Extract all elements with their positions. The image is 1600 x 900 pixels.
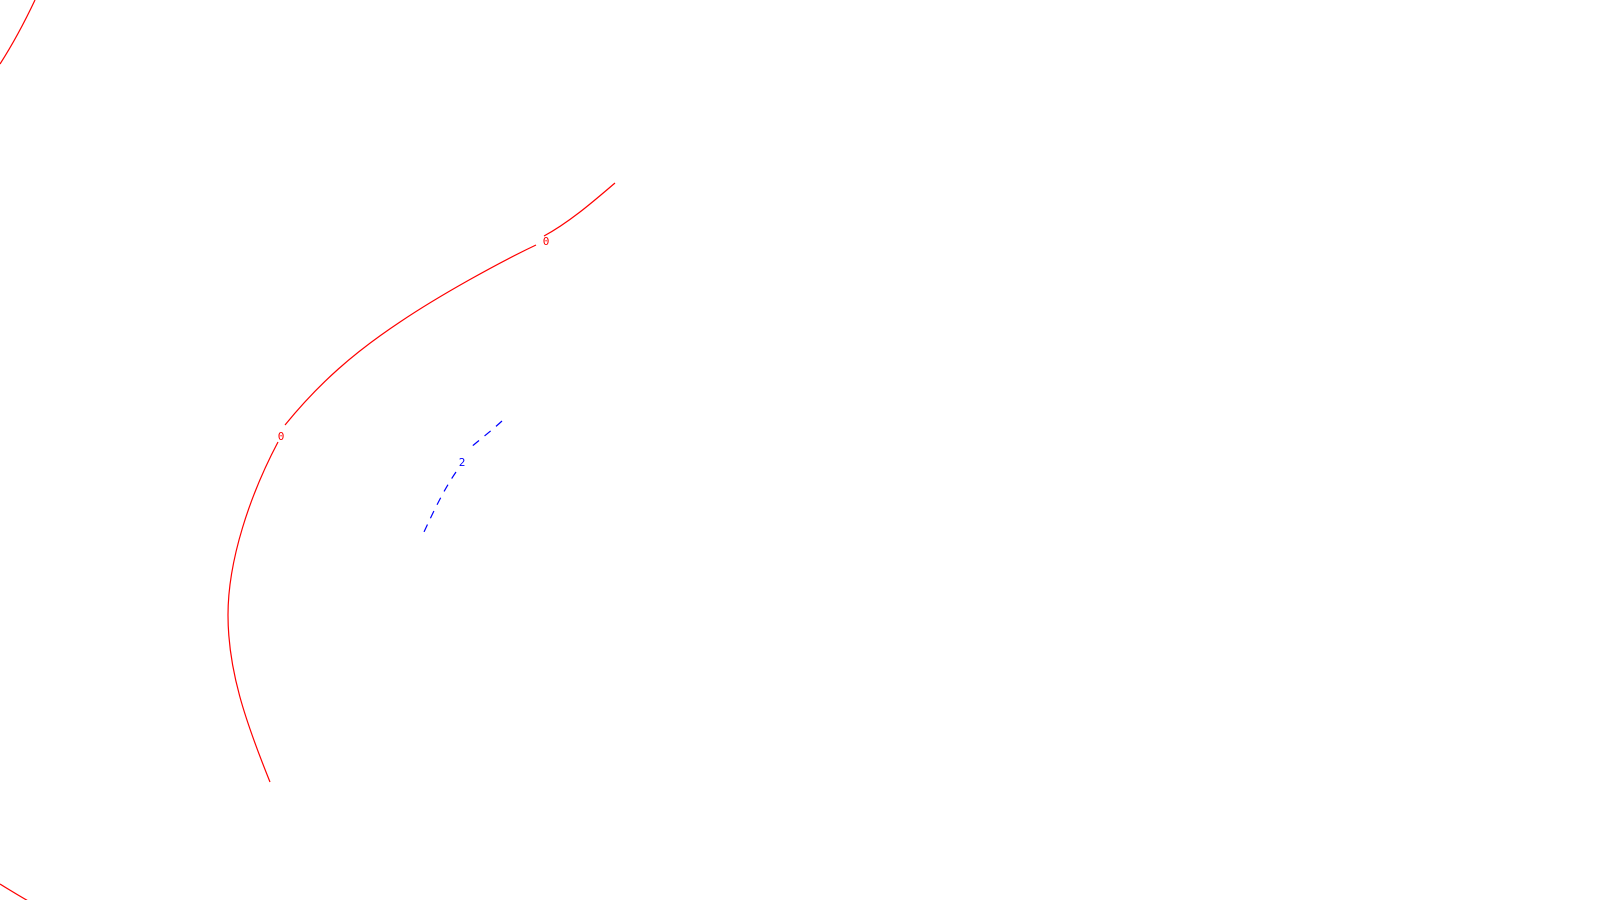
contour-line-zero-segment-3	[227, 441, 279, 783]
contour-label-zero-lower: 0	[278, 430, 285, 443]
contour-label-zero-upper: 0	[543, 235, 550, 248]
contour-line-zero-segment-1	[543, 182, 616, 237]
contour-line-positive-segment-2	[423, 471, 457, 533]
contour-line-zero-segment-2	[284, 244, 537, 426]
contour-label-positive: 2	[459, 456, 466, 469]
contour-line-corner-top	[0, 0, 36, 65]
contour-line-positive-segment-1	[469, 420, 503, 449]
contour-line-corner-bottom	[0, 883, 28, 900]
